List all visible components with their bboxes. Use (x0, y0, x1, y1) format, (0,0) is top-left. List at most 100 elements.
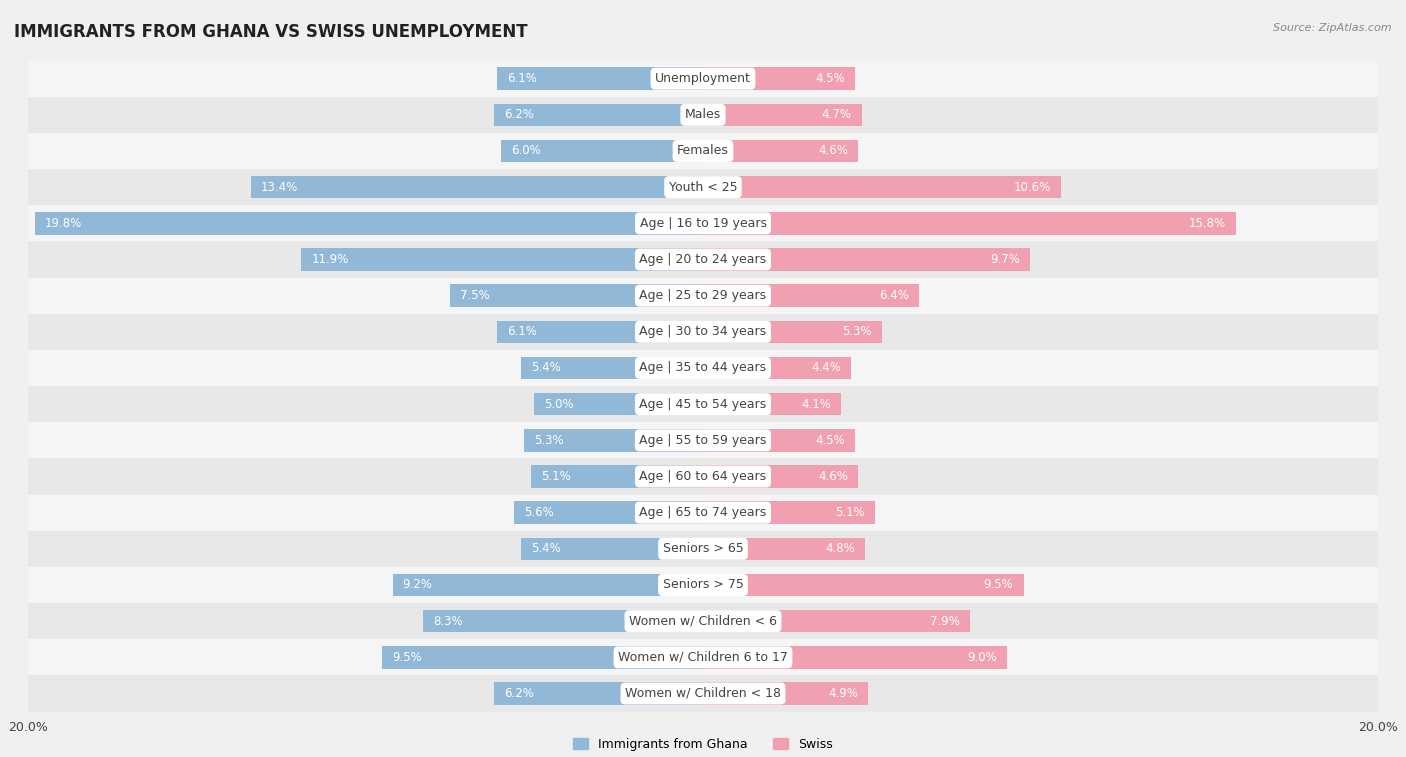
Text: 6.1%: 6.1% (508, 326, 537, 338)
Text: 4.4%: 4.4% (811, 362, 841, 375)
Text: 13.4%: 13.4% (262, 181, 298, 194)
Text: 5.4%: 5.4% (531, 542, 561, 556)
Text: 5.3%: 5.3% (842, 326, 872, 338)
Text: 9.2%: 9.2% (402, 578, 433, 591)
Bar (28, 603, 1378, 639)
Text: Age | 60 to 64 years: Age | 60 to 64 years (640, 470, 766, 483)
Bar (28, 278, 1378, 313)
Text: Age | 45 to 54 years: Age | 45 to 54 years (640, 397, 766, 410)
Text: 4.6%: 4.6% (818, 145, 848, 157)
Text: Youth < 25: Youth < 25 (669, 181, 737, 194)
Text: 4.7%: 4.7% (821, 108, 852, 121)
Bar (703, 140, 858, 162)
Bar (28, 169, 1378, 205)
Bar (250, 176, 703, 198)
Text: Unemployment: Unemployment (655, 72, 751, 85)
Text: Age | 16 to 19 years: Age | 16 to 19 years (640, 217, 766, 230)
Text: Age | 20 to 24 years: Age | 20 to 24 years (640, 253, 766, 266)
Bar (28, 639, 1378, 675)
Bar (534, 393, 703, 416)
Text: 4.5%: 4.5% (815, 434, 845, 447)
Text: IMMIGRANTS FROM GHANA VS SWISS UNEMPLOYMENT: IMMIGRANTS FROM GHANA VS SWISS UNEMPLOYM… (14, 23, 527, 41)
Bar (28, 241, 1378, 278)
Bar (301, 248, 703, 271)
Bar (498, 321, 703, 343)
Bar (28, 567, 1378, 603)
Bar (501, 140, 703, 162)
Text: Age | 65 to 74 years: Age | 65 to 74 years (640, 506, 766, 519)
Text: 5.6%: 5.6% (524, 506, 554, 519)
Legend: Immigrants from Ghana, Swiss: Immigrants from Ghana, Swiss (574, 738, 832, 751)
Bar (703, 393, 841, 416)
Bar (28, 133, 1378, 169)
Text: 5.1%: 5.1% (835, 506, 865, 519)
Text: 6.1%: 6.1% (508, 72, 537, 85)
Bar (28, 675, 1378, 712)
Text: 6.4%: 6.4% (879, 289, 908, 302)
Bar (498, 67, 703, 90)
Text: 6.0%: 6.0% (510, 145, 540, 157)
Bar (35, 212, 703, 235)
Bar (524, 429, 703, 451)
Text: 9.7%: 9.7% (990, 253, 1021, 266)
Text: 4.9%: 4.9% (828, 687, 858, 700)
Bar (703, 466, 858, 488)
Bar (703, 574, 1024, 597)
Text: Source: ZipAtlas.com: Source: ZipAtlas.com (1274, 23, 1392, 33)
Text: Women w/ Children < 6: Women w/ Children < 6 (628, 615, 778, 628)
Bar (28, 313, 1378, 350)
Text: Seniors > 75: Seniors > 75 (662, 578, 744, 591)
Text: Males: Males (685, 108, 721, 121)
Text: 4.5%: 4.5% (815, 72, 845, 85)
Bar (703, 212, 1236, 235)
Text: 7.9%: 7.9% (929, 615, 959, 628)
Text: Age | 35 to 44 years: Age | 35 to 44 years (640, 362, 766, 375)
Text: Women w/ Children 6 to 17: Women w/ Children 6 to 17 (619, 651, 787, 664)
Text: 6.2%: 6.2% (503, 108, 534, 121)
Bar (28, 386, 1378, 422)
Text: 5.0%: 5.0% (544, 397, 574, 410)
Text: Age | 30 to 34 years: Age | 30 to 34 years (640, 326, 766, 338)
Bar (515, 501, 703, 524)
Bar (703, 285, 920, 307)
Text: Age | 25 to 29 years: Age | 25 to 29 years (640, 289, 766, 302)
Bar (392, 574, 703, 597)
Bar (28, 531, 1378, 567)
Bar (382, 646, 703, 668)
Text: 4.6%: 4.6% (818, 470, 848, 483)
Bar (531, 466, 703, 488)
Bar (703, 248, 1031, 271)
Bar (28, 459, 1378, 494)
Bar (494, 682, 703, 705)
Text: 5.4%: 5.4% (531, 362, 561, 375)
Bar (703, 176, 1060, 198)
Bar (703, 67, 855, 90)
Bar (703, 610, 970, 632)
Text: Seniors > 65: Seniors > 65 (662, 542, 744, 556)
Bar (703, 682, 869, 705)
Text: 9.0%: 9.0% (967, 651, 997, 664)
Text: Age | 55 to 59 years: Age | 55 to 59 years (640, 434, 766, 447)
Text: 4.8%: 4.8% (825, 542, 855, 556)
Text: 5.1%: 5.1% (541, 470, 571, 483)
Text: 11.9%: 11.9% (312, 253, 349, 266)
Bar (703, 321, 882, 343)
Text: 19.8%: 19.8% (45, 217, 82, 230)
Bar (28, 205, 1378, 241)
Bar (494, 104, 703, 126)
Bar (28, 494, 1378, 531)
Bar (28, 61, 1378, 97)
Bar (520, 357, 703, 379)
Bar (703, 429, 855, 451)
Bar (28, 97, 1378, 133)
Bar (703, 646, 1007, 668)
Text: 4.1%: 4.1% (801, 397, 831, 410)
Text: 5.3%: 5.3% (534, 434, 564, 447)
Bar (703, 501, 875, 524)
Bar (28, 422, 1378, 459)
Text: 9.5%: 9.5% (392, 651, 422, 664)
Text: Women w/ Children < 18: Women w/ Children < 18 (626, 687, 780, 700)
Text: 6.2%: 6.2% (503, 687, 534, 700)
Bar (423, 610, 703, 632)
Bar (703, 104, 862, 126)
